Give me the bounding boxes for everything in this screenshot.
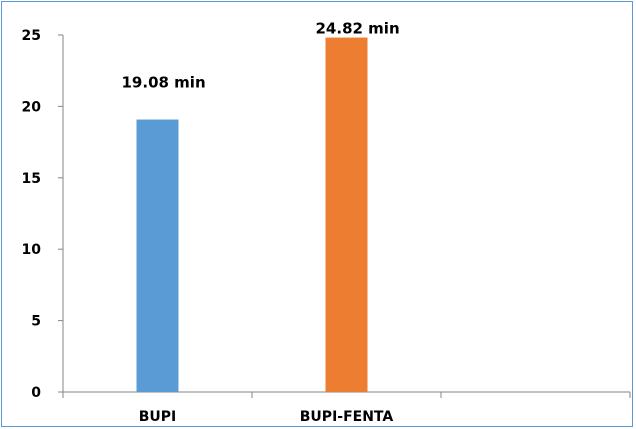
y-tick-label: 25 — [22, 28, 41, 44]
y-axis-ticks: 0 5 10 15 20 25 — [22, 28, 63, 401]
bars — [136, 37, 368, 392]
y-tick-label: 20 — [22, 99, 42, 115]
data-labels: 19.08 min 24.82 min — [122, 20, 400, 92]
y-tick-label: 15 — [22, 171, 41, 187]
bar-bupi-fenta — [325, 37, 368, 392]
y-tick-label: 10 — [22, 242, 42, 258]
y-tick-label: 0 — [31, 385, 41, 401]
x-category-label: BUPI-FENTA — [300, 409, 394, 425]
y-tick-label: 5 — [31, 314, 41, 330]
data-label: 19.08 min — [122, 74, 206, 92]
bar-bupi — [136, 119, 179, 392]
x-axis-categories: BUPI BUPI-FENTA — [139, 409, 394, 425]
x-category-label: BUPI — [139, 409, 177, 425]
data-label: 24.82 min — [316, 20, 400, 38]
